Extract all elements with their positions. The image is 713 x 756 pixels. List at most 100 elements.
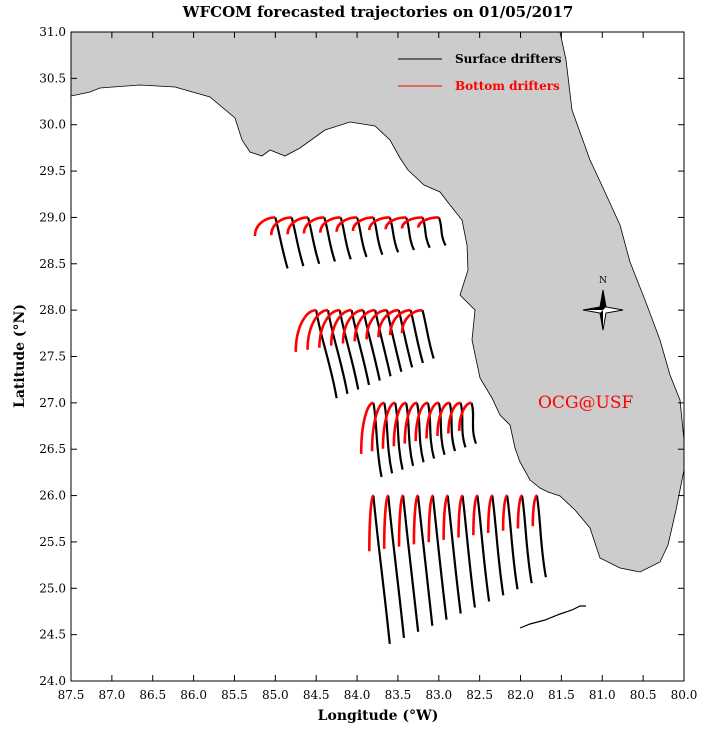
x-tick-label: 86.5 xyxy=(139,688,166,702)
bottom-trajectory xyxy=(400,216,423,229)
bottom-trajectory xyxy=(516,494,524,529)
x-tick-label: 82.0 xyxy=(507,688,534,702)
surface-trajectory xyxy=(394,402,404,470)
bottom-trajectory xyxy=(486,494,494,533)
credit-label: OCG@USF xyxy=(538,393,633,413)
y-tick-label: 27.0 xyxy=(39,396,66,410)
y-tick-label: 28.0 xyxy=(39,303,66,317)
bottom-trajectory xyxy=(253,216,276,237)
bottom-trajectory xyxy=(501,494,509,531)
x-tick-label: 87.5 xyxy=(58,688,85,702)
bottom-trajectory xyxy=(392,401,407,447)
surface-trajectory xyxy=(491,495,505,596)
surface-trajectory xyxy=(387,495,406,638)
bottom-trajectory xyxy=(457,401,472,431)
x-tick-label: 82.5 xyxy=(466,688,493,702)
surface-trajectory xyxy=(426,402,436,459)
bottom-trajectory xyxy=(318,308,341,348)
y-tick-label: 30.0 xyxy=(39,118,66,132)
y-tick-label: 25.0 xyxy=(39,581,66,595)
bottom-trajectory xyxy=(382,494,390,549)
bottom-trajectory xyxy=(388,308,411,336)
bottom-trajectory xyxy=(335,216,358,232)
bottom-trajectory xyxy=(427,494,435,543)
surface-trajectory xyxy=(315,309,338,399)
y-tick-label: 25.5 xyxy=(39,535,66,549)
legend: Surface drifters Bottom drifters xyxy=(398,52,562,93)
surface-trajectory xyxy=(338,309,360,390)
surface-trajectory xyxy=(437,216,447,246)
bottom-trajectory xyxy=(400,308,423,334)
x-tick-label: 81.0 xyxy=(589,688,616,702)
bottom-trajectory xyxy=(442,494,450,540)
x-tick-label: 84.5 xyxy=(303,688,330,702)
surface-trajectory xyxy=(461,495,477,608)
surface-trajectory xyxy=(323,217,337,262)
bottom-trajectory xyxy=(359,401,374,454)
bottom-trajectory xyxy=(351,216,374,232)
bottom-trajectory xyxy=(365,308,388,340)
surface-trajectory xyxy=(431,495,448,620)
x-tick-label: 83.0 xyxy=(425,688,452,702)
surface-trajectory xyxy=(372,217,384,256)
surface-trajectory xyxy=(520,495,533,584)
bottom-trajectory xyxy=(370,401,385,452)
surface-trajectory xyxy=(476,495,491,602)
surface-trajectory xyxy=(421,309,435,359)
bottom-trajectory xyxy=(531,494,538,527)
bottom-trajectory xyxy=(472,494,479,536)
bottom-trajectory xyxy=(425,401,440,439)
bottom-trajectory xyxy=(414,401,429,442)
surface-trajectory xyxy=(405,402,415,467)
bottom-trajectory xyxy=(341,308,364,344)
bottom-trajectory xyxy=(377,308,399,338)
x-tick-label: 80.5 xyxy=(630,688,657,702)
bottom-trajectory xyxy=(417,216,439,228)
y-tick-label: 28.5 xyxy=(39,257,66,271)
trajectories-layer xyxy=(253,216,547,645)
plot-title: WFCOM forecasted trajectories on 01/05/2… xyxy=(182,3,574,21)
bottom-trajectory xyxy=(318,216,341,233)
bottom-trajectory xyxy=(294,308,317,352)
y-tick-label: 26.0 xyxy=(39,489,66,503)
surface-trajectory xyxy=(409,309,424,364)
bottom-trajectory xyxy=(381,401,396,449)
bottom-trajectory xyxy=(368,494,375,552)
y-tick-label: 27.5 xyxy=(39,350,66,364)
bottom-trajectory xyxy=(368,216,390,231)
x-axis-title: Longitude (°W) xyxy=(318,708,439,724)
x-tick-label: 81.5 xyxy=(548,688,575,702)
x-tick-label: 84.0 xyxy=(344,688,371,702)
legend-bottom-label: Bottom drifters xyxy=(455,79,560,93)
bottom-trajectory xyxy=(302,216,325,234)
bottom-trajectory xyxy=(353,308,376,342)
x-tick-label: 87.0 xyxy=(99,688,126,702)
y-tick-label: 30.5 xyxy=(39,71,66,85)
bottom-trajectory xyxy=(329,308,352,346)
bottom-trajectory xyxy=(306,308,329,350)
surface-trajectory xyxy=(535,495,547,578)
surface-trajectory xyxy=(459,402,467,448)
y-tick-label: 24.0 xyxy=(39,674,66,688)
bottom-trajectory xyxy=(457,494,464,538)
y-tick-label: 26.5 xyxy=(39,442,66,456)
bottom-trajectory xyxy=(269,216,292,236)
y-axis-title: Latitude (°N) xyxy=(12,304,28,408)
surface-trajectory xyxy=(290,217,305,267)
y-tick-label: 24.5 xyxy=(39,628,66,642)
x-tick-label: 85.5 xyxy=(221,688,248,702)
surface-trajectory xyxy=(506,495,519,590)
surface-trajectory xyxy=(416,495,434,626)
y-tick-label: 31.0 xyxy=(39,25,66,39)
surface-trajectory xyxy=(415,402,425,463)
surface-trajectory xyxy=(306,217,321,265)
surface-trajectory xyxy=(274,217,289,269)
y-tick-label: 29.5 xyxy=(39,164,66,178)
surface-trajectory xyxy=(437,402,446,456)
bottom-trajectory xyxy=(436,401,451,437)
compass-arrow-fill xyxy=(583,290,606,330)
x-tick-labels: 87.5 87.0 86.5 86.0 85.5 85.0 84.5 84.0 83.5 83.0… xyxy=(58,688,698,702)
surface-trajectory xyxy=(446,495,462,614)
x-tick-label: 86.0 xyxy=(180,688,207,702)
